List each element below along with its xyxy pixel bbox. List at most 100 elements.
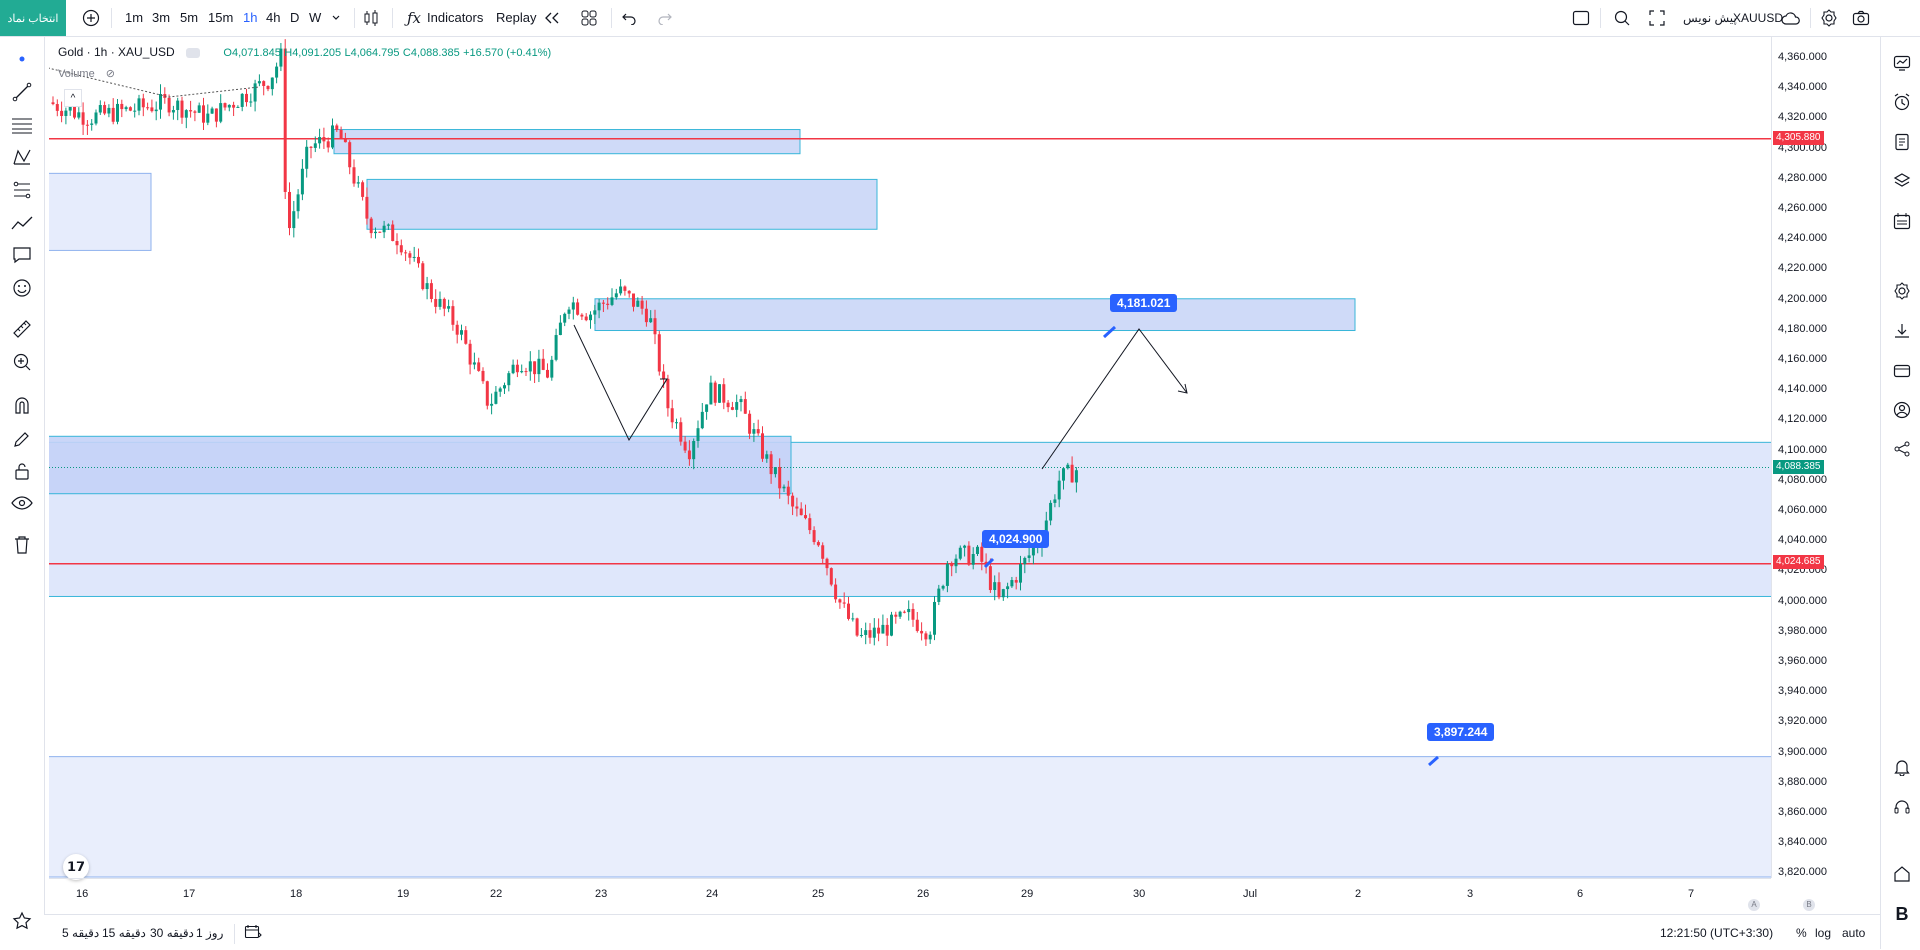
- timeframe-3m[interactable]: 3m: [152, 10, 171, 25]
- magnet-icon[interactable]: [10, 393, 34, 417]
- price-chart[interactable]: [49, 37, 1771, 878]
- time-axis[interactable]: 16 17 18 19 22 23 24 25 26 29 30 Jul 2 3 6 7 A B: [49, 878, 1815, 911]
- range-5min[interactable]: 5 دقیقه: [62, 926, 100, 940]
- candle-body: [997, 582, 1001, 598]
- undo-icon[interactable]: [618, 7, 640, 29]
- target-callout-upper[interactable]: 4,181.021: [1110, 294, 1178, 312]
- candle-body: [851, 618, 855, 620]
- clock-timezone[interactable]: 12:21:50 (UTC+3:30): [1660, 926, 1774, 940]
- range-30min[interactable]: 30 دقیقه: [150, 926, 194, 940]
- star-icon[interactable]: [10, 909, 34, 933]
- time-tick-label: 23: [595, 888, 608, 900]
- add-symbol-icon[interactable]: [80, 7, 102, 29]
- timeframe-w[interactable]: W: [309, 10, 322, 25]
- range-1day[interactable]: 1 روز: [196, 926, 224, 940]
- redo-icon[interactable]: [654, 7, 676, 29]
- trash-icon[interactable]: [10, 533, 34, 557]
- publish-draft-label[interactable]: پیش نویس: [1683, 11, 1737, 25]
- price-axis[interactable]: 4,360.000 4,340.000 4,320.000 4,300.000 4,28…: [1771, 37, 1880, 878]
- volume-label[interactable]: Volume: [58, 68, 95, 80]
- candle-body: [455, 324, 459, 335]
- cloud-icon[interactable]: [1780, 7, 1802, 29]
- time-axis-corner-a[interactable]: A: [1748, 899, 1760, 911]
- timeframe-15m[interactable]: 15m: [208, 10, 234, 25]
- candle-body: [610, 297, 614, 305]
- candle-body: [266, 85, 270, 90]
- watchlist-icon[interactable]: [1890, 51, 1914, 75]
- bold-b-icon[interactable]: B: [1895, 903, 1909, 924]
- notes-icon[interactable]: [1890, 130, 1914, 154]
- headset-icon[interactable]: [1890, 795, 1914, 819]
- candle-body: [107, 107, 111, 114]
- fullscreen-box-icon[interactable]: [1570, 7, 1592, 29]
- candle-body: [838, 599, 842, 603]
- pencil-lock-icon[interactable]: [10, 427, 34, 451]
- symbol-search-button[interactable]: انتخاب نماد: [0, 0, 66, 36]
- eye-off-icon[interactable]: ⊘: [105, 68, 115, 80]
- chevron-down-icon[interactable]: [325, 7, 347, 29]
- eye-icon[interactable]: [10, 491, 34, 515]
- trend-line-icon[interactable]: [10, 80, 34, 104]
- lock-icon[interactable]: [10, 459, 34, 483]
- collapse-legend-button[interactable]: ^: [64, 89, 82, 107]
- target-callout-lower[interactable]: 3,897.244: [1427, 723, 1495, 741]
- alarm-clock-icon[interactable]: [1890, 90, 1914, 114]
- range-15min[interactable]: 15 دقیقه: [102, 926, 146, 940]
- timeframe-1h[interactable]: 1h: [243, 10, 258, 25]
- bottom-toolbar: 5 دقیقه 15 دقیقه 30 دقیقه 1 روز 12:21:50…: [44, 914, 1880, 950]
- timeframe-d[interactable]: D: [290, 10, 300, 25]
- emoji-icon[interactable]: [10, 276, 34, 300]
- candle-body: [288, 191, 291, 229]
- level-callout-middle[interactable]: 4,024.900: [982, 530, 1050, 548]
- bell-icon[interactable]: [1890, 755, 1914, 779]
- annotation-icon[interactable]: [10, 243, 34, 267]
- legend-title[interactable]: Gold · 1h · XAU_USD: [58, 45, 175, 59]
- ruler-icon[interactable]: [10, 317, 34, 341]
- date-range-icon[interactable]: [244, 924, 262, 943]
- download-icon[interactable]: [1890, 319, 1914, 343]
- candle-body: [632, 293, 635, 307]
- forecast-icon[interactable]: [10, 211, 34, 235]
- candle-body: [808, 518, 812, 531]
- percent-toggle[interactable]: %: [1796, 926, 1807, 940]
- layout-grid-icon[interactable]: [578, 7, 600, 29]
- candle-body: [842, 602, 846, 604]
- camera-icon[interactable]: [1850, 7, 1872, 29]
- pattern-icon[interactable]: [10, 146, 34, 170]
- indicators-icon[interactable]: ƒx: [406, 9, 421, 27]
- quick-search-icon[interactable]: [1611, 7, 1633, 29]
- layers-icon[interactable]: [1890, 169, 1914, 193]
- candles-icon[interactable]: [360, 7, 382, 29]
- profile-icon[interactable]: [1890, 398, 1914, 422]
- rewind-icon[interactable]: [541, 7, 563, 29]
- price-tick-label: 4,320.000: [1778, 111, 1827, 124]
- indicators-button[interactable]: Indicators: [427, 10, 484, 25]
- legend-more-icon[interactable]: [186, 47, 201, 58]
- candle-body: [154, 109, 158, 112]
- gear-icon[interactable]: [1890, 279, 1914, 303]
- candle-body: [408, 253, 412, 258]
- chart-pane[interactable]: [49, 37, 1771, 878]
- expand-icon[interactable]: [1646, 7, 1668, 29]
- fib-tool-icon[interactable]: [10, 178, 34, 202]
- candle-body: [240, 93, 244, 107]
- timeframe-1m[interactable]: 1m: [125, 10, 144, 25]
- timeframe-5m[interactable]: 5m: [180, 10, 199, 25]
- calendar-icon[interactable]: [1890, 209, 1914, 233]
- time-axis-corner-b[interactable]: B: [1803, 899, 1815, 911]
- card-icon[interactable]: [1890, 359, 1914, 383]
- horizontal-lines-icon[interactable]: [10, 113, 34, 137]
- settings-icon[interactable]: [1818, 7, 1840, 29]
- price-tick-label: 3,940.000: [1778, 685, 1827, 698]
- tradingview-logo[interactable]: 𝟭𝟳: [63, 854, 89, 880]
- home-icon[interactable]: [1890, 862, 1914, 886]
- log-toggle[interactable]: log: [1815, 926, 1832, 940]
- replay-button[interactable]: Replay: [496, 10, 537, 25]
- auto-toggle[interactable]: auto: [1842, 926, 1866, 940]
- zoom-in-icon[interactable]: [10, 350, 34, 374]
- crosshair-dot-icon[interactable]: [10, 47, 34, 71]
- candle-body: [601, 302, 605, 304]
- candle-body: [1010, 580, 1014, 587]
- share-icon[interactable]: [1890, 437, 1914, 461]
- timeframe-4h[interactable]: 4h: [266, 10, 281, 25]
